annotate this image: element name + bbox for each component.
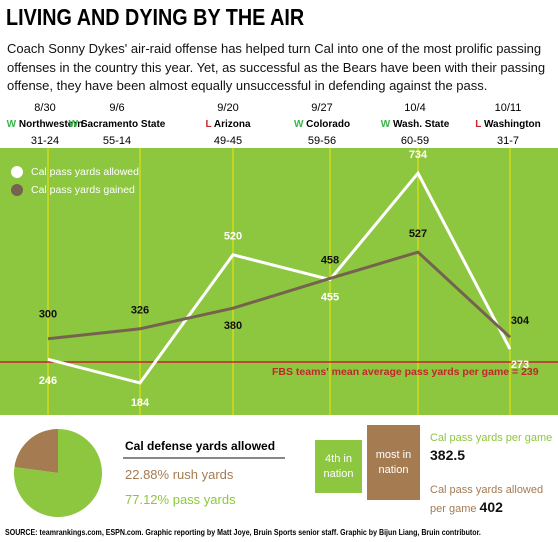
title: LIVING AND DYING BY THE AIR	[6, 4, 305, 30]
game-result: W	[69, 119, 79, 130]
value-label: 734	[409, 149, 428, 161]
game-opponent: L Arizona	[205, 119, 250, 130]
pie-value: 22.88%	[125, 467, 170, 482]
value-label: 300	[39, 309, 57, 321]
game-date: 8/30	[34, 102, 55, 114]
reference-label: FBS teams' mean average pass yards per g…	[272, 366, 539, 378]
pie-title: Cal defense yards allowed	[125, 439, 275, 453]
game-opponent: L Washington	[475, 119, 541, 130]
value-label: 326	[131, 305, 149, 317]
game-result: W	[381, 119, 391, 130]
game-result: L	[205, 119, 211, 130]
game-opponent: W Wash. State	[381, 119, 450, 130]
value-label: 273	[511, 359, 529, 371]
game-opponent: W Colorado	[294, 119, 350, 130]
opponent-name: Northwestern	[19, 119, 83, 130]
value-label: 455	[321, 291, 339, 303]
value-label: 304	[511, 315, 530, 327]
legend-label: Cal pass yards allowed	[31, 166, 139, 178]
intro: Coach Sonny Dykes' air-raid offense has …	[7, 41, 546, 93]
game-result: L	[475, 119, 481, 130]
stat-label: Cal pass yards allowed per game	[430, 484, 544, 515]
opponent-name: Arizona	[214, 119, 251, 130]
rank-box: 4th in nation	[315, 440, 362, 493]
pie-label: 77.12% pass yards	[125, 492, 236, 507]
value-label: 380	[224, 320, 242, 332]
game-opponent: W Sacramento State	[69, 119, 166, 130]
game-date: 9/6	[109, 102, 124, 114]
pie-value: 77.12%	[125, 492, 170, 507]
opponent-name: Sacramento State	[81, 119, 166, 130]
pie-category: rush yards	[173, 467, 234, 482]
opponent-name: Colorado	[306, 119, 350, 130]
rank-box: most in nation	[367, 425, 420, 500]
pie-label: 22.88% rush yards	[125, 467, 234, 482]
game-score: 31-7	[497, 135, 519, 147]
game-result: W	[7, 119, 17, 130]
source: SOURCE: teamrankings.com, ESPN.com. Grap…	[5, 527, 481, 537]
game-date: 10/11	[495, 102, 522, 114]
game-score: 59-56	[308, 135, 336, 147]
value-label: 246	[39, 375, 57, 387]
game-date: 9/20	[217, 102, 238, 114]
game-score: 55-14	[103, 135, 131, 147]
game-score: 31-24	[31, 135, 59, 147]
game-score: 60-59	[401, 135, 429, 147]
stat-label: Cal pass yards per game	[430, 432, 553, 444]
value-label: 184	[131, 397, 150, 409]
opponent-name: Washington	[484, 119, 541, 130]
game-date: 9/27	[311, 102, 332, 114]
stat-value: 382.5	[430, 447, 466, 463]
stat-value: 402	[479, 499, 503, 515]
legend-marker	[11, 184, 23, 196]
value-label: 458	[321, 254, 339, 266]
series-line	[47, 170, 512, 385]
series-line	[47, 250, 512, 341]
game-result: W	[294, 119, 304, 130]
stat: Cal pass yards per game 382.5	[430, 430, 555, 466]
game-score: 49-45	[214, 135, 242, 147]
game-date: 10/4	[404, 102, 425, 114]
value-label: 527	[409, 228, 427, 240]
pie-category: pass yards	[173, 492, 236, 507]
value-label: 520	[224, 231, 242, 243]
pie-slice	[13, 429, 103, 518]
legend-marker	[11, 166, 23, 178]
game-opponent: W Northwestern	[7, 119, 84, 130]
pie-slice	[14, 429, 58, 473]
legend-label: Cal pass yards gained	[31, 184, 135, 196]
opponent-name: Wash. State	[393, 119, 450, 130]
stat: Cal pass yards allowed per game 402	[430, 482, 555, 518]
